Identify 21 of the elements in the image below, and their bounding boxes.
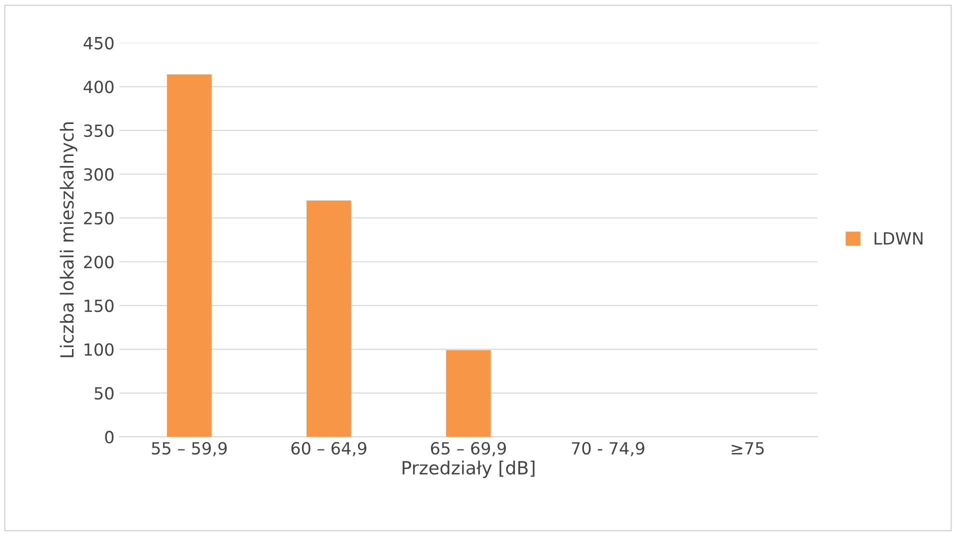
bar — [306, 200, 352, 437]
x-tick-label: 65 – 69,9 — [430, 442, 506, 456]
y-tick-label: 50 — [94, 387, 114, 400]
x-axis-title: Przedziały [dB] — [402, 460, 534, 478]
y-tick-label: 300 — [84, 168, 114, 181]
y-tick-label: 150 — [84, 299, 114, 312]
y-tick-label: 450 — [84, 36, 114, 50]
y-tick-label: 200 — [84, 256, 114, 268]
y-tick-label: 100 — [84, 343, 114, 356]
y-tick-label: 400 — [84, 80, 114, 94]
y-tick-label: 250 — [84, 212, 114, 225]
bar — [166, 74, 212, 437]
x-tick-label: ≥75 — [732, 442, 764, 455]
legend-label: LDWN — [874, 232, 922, 244]
bar — [446, 350, 491, 437]
x-tick-label: 55 – 59,9 — [152, 442, 227, 456]
y-tick-label: 350 — [84, 124, 114, 137]
x-tick-label: 70 - 74,9 — [572, 442, 644, 456]
y-axis-title: Liczba lokali mieszkalnych — [60, 122, 78, 358]
y-tick-label: 0 — [105, 430, 114, 444]
x-tick-label: 60 – 64,9 — [291, 442, 366, 456]
